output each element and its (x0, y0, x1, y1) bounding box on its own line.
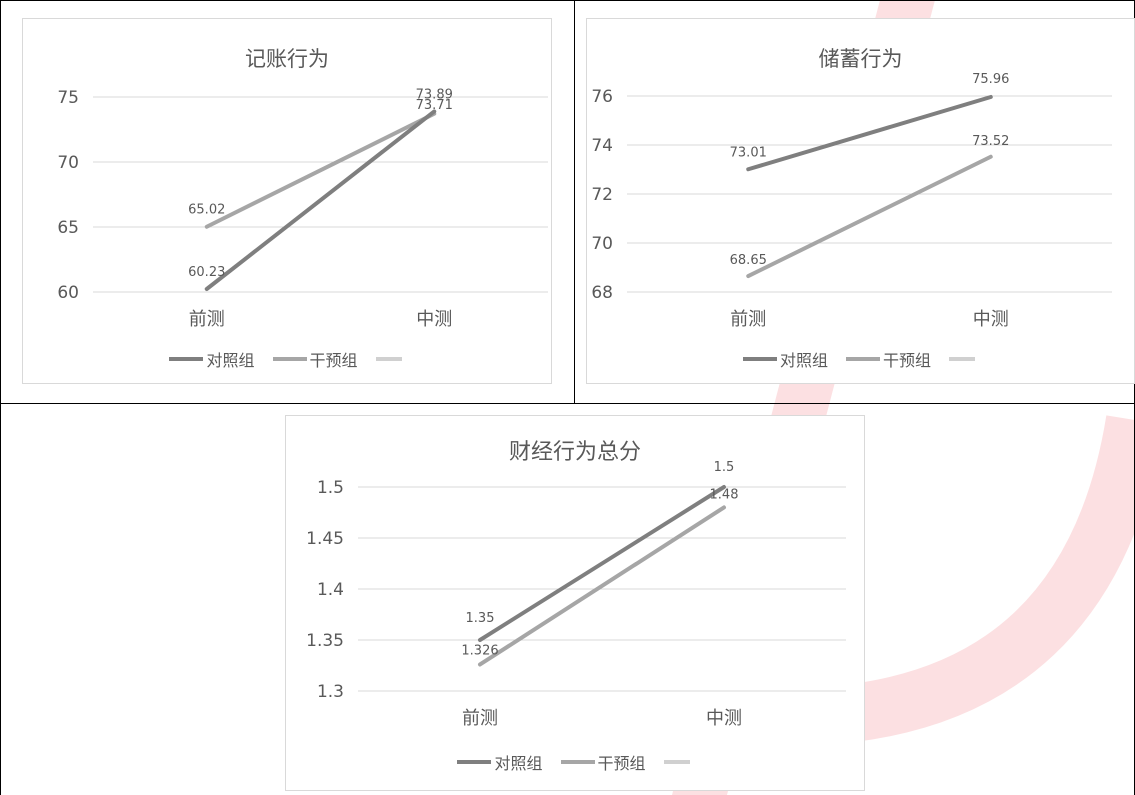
data-label: 1.48 (710, 487, 739, 502)
legend-swatch-control (169, 357, 204, 361)
legend-swatch-third-series (375, 357, 402, 361)
series-line-control (746, 94, 993, 172)
y-tick-label: 1.5 (317, 478, 344, 498)
y-tick-label: 70 (57, 153, 79, 173)
legend-label-intervention: 干预组 (309, 351, 358, 370)
y-tick-label: 65 (57, 218, 79, 238)
legend-swatch-intervention (560, 760, 595, 764)
legend-swatch-control (742, 357, 777, 361)
legend-item-control: 对照组 (457, 750, 543, 774)
legend-label-control: 对照组 (206, 351, 255, 370)
legend-item-intervention: 干预组 (846, 347, 931, 371)
data-label: 73.52 (972, 134, 1009, 149)
legend-swatch-control (457, 760, 492, 764)
y-tick-label: 72 (591, 185, 613, 205)
data-label: 73.71 (416, 98, 453, 113)
chart-saving: 68 70 72 74 76 前测 中测 73.01 75.96 68.65 73.52 储蓄行为 … (586, 18, 1135, 384)
chart-bookkeeping: 60 65 70 75 前测 中测 60.23 73.89 65.02 73.71 记账行为 对照… (22, 18, 552, 384)
chart-title: 记账行为 (245, 47, 329, 71)
legend-label-intervention: 干预组 (597, 754, 646, 773)
chart-title: 储蓄行为 (818, 47, 903, 71)
x-category-label: 前测 (462, 708, 498, 729)
legend-label-intervention: 干预组 (883, 351, 932, 370)
legend-item-third-series (663, 760, 693, 764)
data-label: 1.326 (461, 643, 498, 658)
series-line-control (478, 485, 726, 642)
data-label: 75.96 (972, 72, 1009, 87)
y-tick-label: 76 (591, 87, 613, 107)
y-tick-label: 60 (57, 283, 79, 303)
legend-item-control: 对照组 (742, 347, 828, 371)
series-line-control (204, 109, 437, 292)
legend-item-control: 对照组 (169, 347, 255, 371)
legend-item-third-series (949, 357, 978, 361)
watermark-curve (818, 415, 1135, 745)
x-category-label: 中测 (416, 309, 452, 330)
chart-legend: 对照组 干预组 (286, 750, 864, 774)
legend-swatch-intervention (272, 357, 307, 361)
x-category-label: 中测 (973, 309, 1009, 330)
y-tick-label: 1.4 (317, 580, 344, 600)
x-category-label: 前测 (189, 309, 225, 330)
y-tick-label: 1.35 (306, 631, 344, 651)
data-label: 65.02 (188, 203, 225, 218)
legend-swatch-intervention (846, 357, 880, 361)
y-tick-label: 75 (57, 88, 79, 108)
chart-financial-behavior-total: 1.3 1.35 1.4 1.45 1.5 前测 中测 1.35 1.5 1.326 1.48 财经… (285, 415, 865, 791)
legend-swatch-third-series (949, 357, 976, 361)
data-label: 1.35 (466, 611, 495, 626)
series-line-intervention (746, 154, 993, 279)
y-tick-label: 70 (591, 234, 613, 254)
data-label: 73.89 (416, 87, 453, 102)
x-category-label: 前测 (730, 309, 766, 330)
legend-item-intervention: 干预组 (560, 750, 646, 774)
chart-title: 财经行为总分 (508, 440, 641, 465)
legend-item-third-series (375, 357, 405, 361)
data-label: 73.01 (730, 145, 767, 160)
data-label: 1.5 (714, 460, 735, 475)
chart-legend: 对照组 干预组 (23, 347, 551, 371)
legend-label-control: 对照组 (494, 754, 543, 773)
y-tick-label: 74 (591, 136, 613, 156)
y-tick-label: 1.3 (317, 682, 344, 702)
data-label: 60.23 (188, 265, 225, 280)
series-line-intervention (204, 111, 437, 229)
chart-plot-area: 68 70 72 74 76 前测 中测 73.01 75.96 68.65 73.52 (591, 72, 1112, 330)
chart-plot-area: 60 65 70 75 前测 中测 60.23 73.89 65.02 73.71 (57, 87, 548, 330)
y-tick-label: 1.45 (306, 529, 344, 549)
data-label: 68.65 (730, 253, 767, 268)
chart-plot-area: 1.3 1.35 1.4 1.45 1.5 前测 中测 1.35 1.5 1.326 1.48 (306, 460, 846, 729)
legend-item-intervention: 干预组 (272, 347, 358, 371)
chart-legend: 对照组 干预组 (587, 347, 1134, 371)
series-line-intervention (478, 505, 726, 667)
x-category-label: 中测 (706, 708, 742, 729)
legend-label-control: 对照组 (779, 351, 828, 370)
y-tick-label: 68 (591, 283, 613, 303)
legend-swatch-third-series (663, 760, 690, 764)
